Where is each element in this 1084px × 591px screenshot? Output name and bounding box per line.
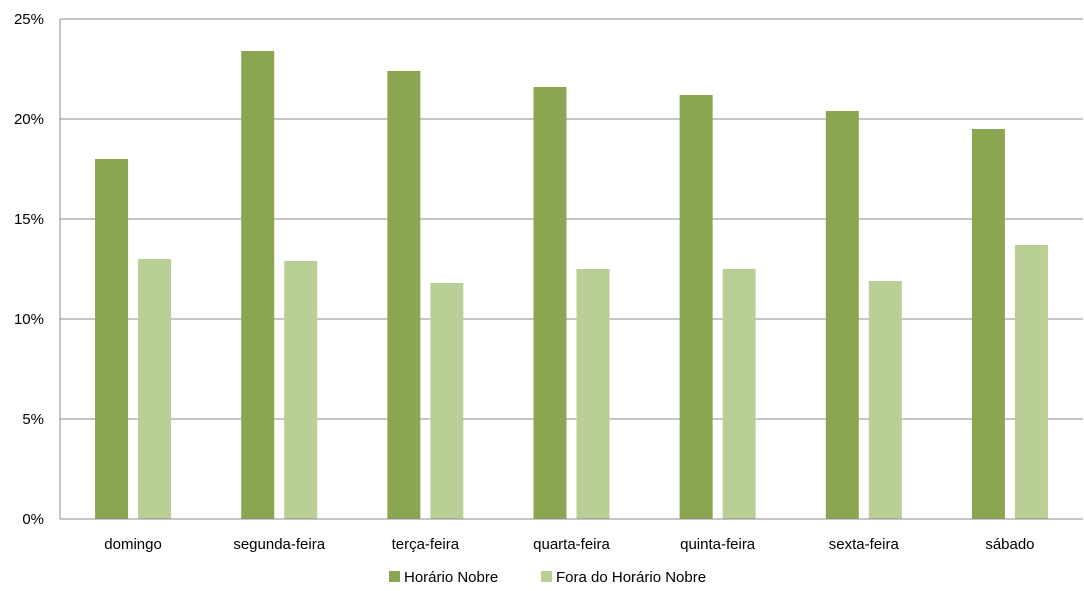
gridlines <box>60 18 1083 420</box>
bar-horario-nobre <box>825 111 859 519</box>
x-tick-label: terça-feira <box>392 536 460 553</box>
y-tick-label: 5% <box>22 411 44 428</box>
bar-horario-nobre <box>679 95 713 519</box>
x-tick-label: quinta-feira <box>680 536 756 553</box>
bar-horario-nobre <box>533 87 567 519</box>
bar-fora-horario-nobre <box>868 281 902 519</box>
x-tick-label: domingo <box>104 536 162 553</box>
legend-swatch <box>541 571 552 582</box>
bar-fora-horario-nobre <box>430 283 464 519</box>
legend: Horário Nobre Fora do Horário Nobre <box>389 569 706 586</box>
bar-fora-horario-nobre <box>1014 245 1048 519</box>
y-tick-label: 20% <box>14 111 44 128</box>
bars <box>95 51 1048 519</box>
y-tick-label: 15% <box>14 211 44 228</box>
bar-fora-horario-nobre <box>284 261 318 519</box>
x-tick-label: sábado <box>985 536 1034 553</box>
legend-label: Horário Nobre <box>404 569 498 586</box>
x-tick-label: sexta-feira <box>829 536 900 553</box>
bar-horario-nobre <box>971 129 1005 519</box>
x-tick-label: segunda-feira <box>233 536 325 553</box>
bar-horario-nobre <box>95 159 129 519</box>
bar-fora-horario-nobre <box>722 269 756 519</box>
legend-label: Fora do Horário Nobre <box>556 569 706 586</box>
bar-fora-horario-nobre <box>138 259 172 519</box>
bar-horario-nobre <box>241 51 275 519</box>
bar-fora-horario-nobre <box>576 269 610 519</box>
y-tick-label: 25% <box>14 11 44 28</box>
axes: 0% 5% 10% 15% 20% 25% domingo segunda-feira terç… <box>14 11 1083 553</box>
bar-horario-nobre <box>387 71 421 519</box>
legend-swatch <box>389 571 400 582</box>
y-tick-label: 0% <box>22 511 44 528</box>
x-tick-label: quarta-feira <box>533 536 610 553</box>
y-tick-label: 10% <box>14 311 44 328</box>
